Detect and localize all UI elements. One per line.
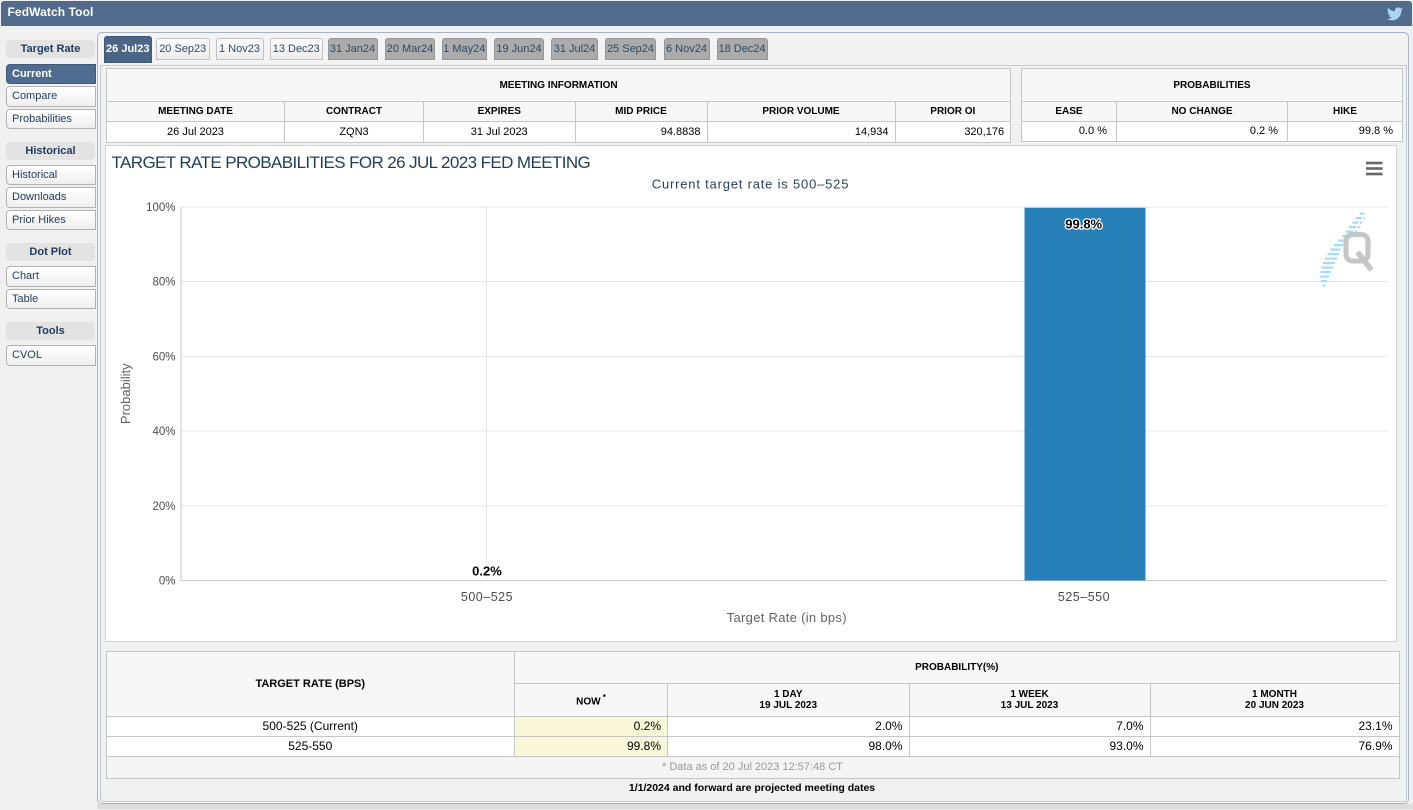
svg-text:40%: 40% <box>152 426 175 438</box>
svg-text:525–550: 525–550 <box>1058 590 1110 604</box>
svg-text:100%: 100% <box>146 202 175 214</box>
svg-text:0.2%: 0.2% <box>472 564 502 579</box>
svg-text:80%: 80% <box>152 277 175 289</box>
svg-text:99.8%: 99.8% <box>1065 217 1102 232</box>
svg-text:500–525: 500–525 <box>461 590 513 604</box>
svg-text:20%: 20% <box>152 501 175 513</box>
svg-text:TARGET RATE PROBABILITIES FOR: TARGET RATE PROBABILITIES FOR 26 JUL 202… <box>112 153 591 172</box>
svg-text:0.2%: 0.2% <box>472 564 502 579</box>
svg-text:Target Rate (in bps): Target Rate (in bps) <box>727 610 847 625</box>
svg-text:Probability: Probability <box>118 363 133 424</box>
svg-text:Current target rate is 500–525: Current target rate is 500–525 <box>652 177 849 192</box>
svg-text:0%: 0% <box>159 576 176 588</box>
svg-text:99.8%: 99.8% <box>1065 217 1102 232</box>
svg-text:60%: 60% <box>152 351 175 363</box>
